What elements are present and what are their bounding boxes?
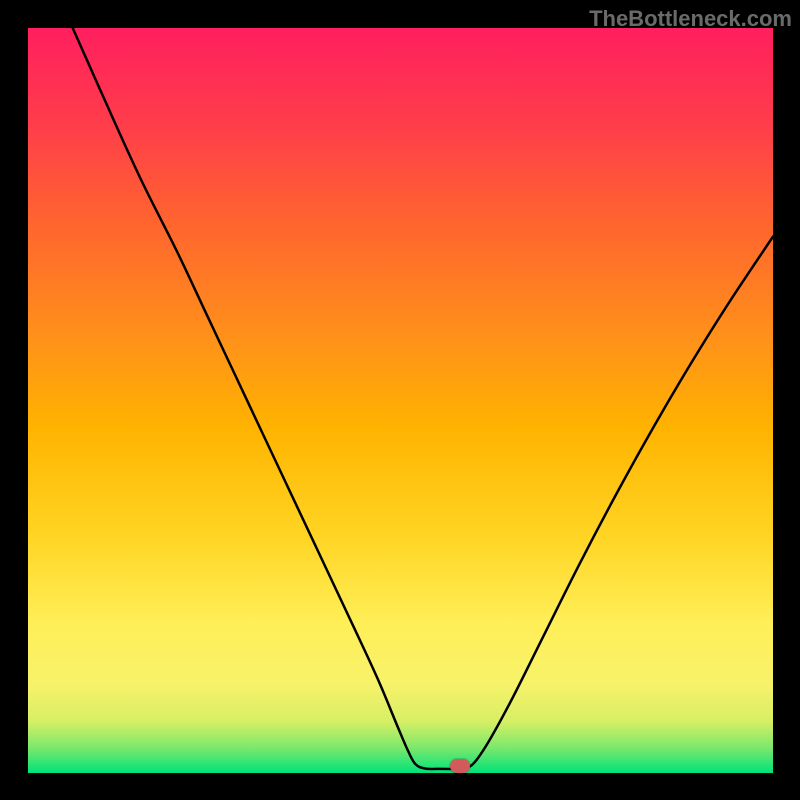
gradient-plot [28,28,773,773]
curve-path [73,28,773,769]
optimum-marker [450,759,470,773]
watermark-text: TheBottleneck.com [589,6,792,32]
bottleneck-curve [28,28,773,773]
